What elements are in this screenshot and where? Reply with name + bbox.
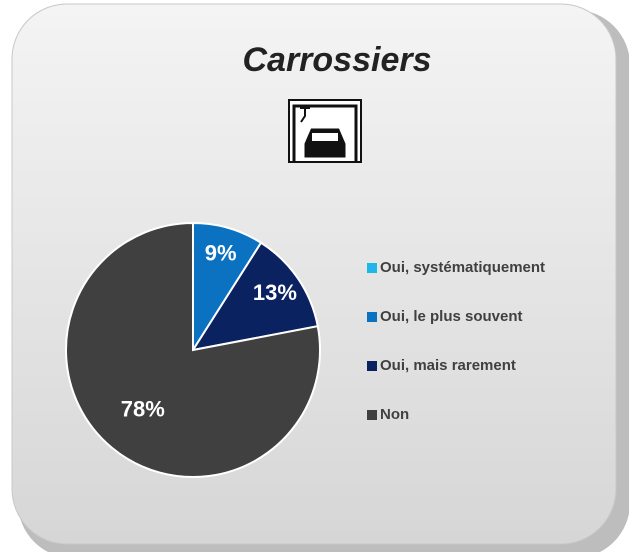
- legend-label: Oui, le plus souvent: [380, 308, 523, 325]
- pie-slice: [190, 241, 319, 352]
- pie: 9% 13% 78%: [65, 221, 321, 478]
- chart-title: Carrossiers: [242, 41, 431, 79]
- legend-label: Non: [380, 406, 409, 423]
- legend-swatch: [367, 263, 377, 273]
- legend-label: Oui, mais rarement: [380, 357, 516, 374]
- data-label: 13%: [253, 280, 297, 305]
- pie-slice: [65, 221, 321, 478]
- icon: [288, 99, 362, 163]
- legend-label: Oui, systématiquement: [380, 259, 545, 276]
- legend-swatch: [367, 361, 377, 371]
- data-label: 78%: [121, 396, 165, 421]
- legend: Oui, systématiquement Oui, le plus souven…: [367, 259, 545, 423]
- legend-swatch: [367, 312, 377, 322]
- data-label: 9%: [205, 241, 237, 266]
- legend-swatch: [367, 410, 377, 420]
